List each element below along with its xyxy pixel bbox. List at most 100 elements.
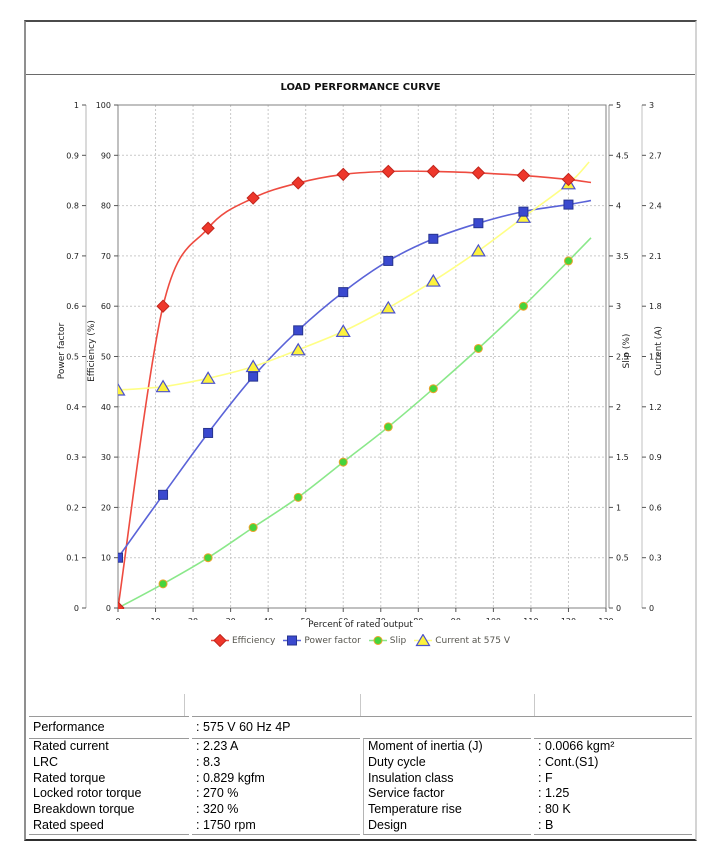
svg-text:100: 100 [96, 101, 111, 110]
svg-text:1.2: 1.2 [649, 403, 662, 412]
svg-text:30: 30 [101, 453, 111, 462]
svg-text:0: 0 [106, 604, 111, 613]
spec-value: : F [538, 770, 553, 785]
spec-value: : 8.3 [196, 754, 221, 769]
spec-value: : 2.23 A [192, 738, 360, 755]
table-row: Rated speed : 1750 rpm Design : B [29, 817, 692, 835]
svg-text:1: 1 [74, 101, 79, 110]
power-factor-axis-title: Power factor [57, 322, 67, 380]
svg-text:0.3: 0.3 [66, 453, 79, 462]
legend-label: Efficiency [231, 635, 276, 646]
svg-text:5: 5 [616, 101, 621, 110]
spec-label: Breakdown torque [33, 802, 135, 817]
slip-axis-title: Slip (%) [622, 333, 632, 369]
svg-text:0: 0 [649, 604, 654, 613]
spec-label: Rated speed [29, 818, 189, 835]
svg-text:3.5: 3.5 [616, 252, 629, 261]
svg-text:0.5: 0.5 [66, 353, 79, 362]
svg-text:50: 50 [101, 353, 111, 362]
svg-text:0.3: 0.3 [649, 554, 662, 563]
legend-item-power-factor: Power factor [283, 634, 361, 647]
legend-label: Power factor [304, 635, 361, 646]
spec-value: : 0.0066 kgm² [534, 738, 692, 755]
table-row: LRC : 8.3 Duty cycle : Cont.(S1) [29, 754, 692, 771]
svg-text:0.4: 0.4 [66, 403, 79, 412]
legend-item-efficiency: Efficiency [210, 634, 276, 647]
performance-row: Performance : 575 V 60 Hz 4P [29, 716, 692, 738]
chart-title: LOAD PERFORMANCE CURVE [280, 82, 441, 93]
svg-text:2.4: 2.4 [649, 202, 662, 211]
svg-text:3: 3 [649, 101, 654, 110]
legend-label: Current at 575 V [435, 635, 510, 646]
svg-text:0.7: 0.7 [66, 252, 79, 261]
chart-plot-area: 010203040506070809010011012013000.10.20.… [66, 101, 662, 626]
svg-text:0.9: 0.9 [649, 453, 662, 462]
spec-value: : 80 K [538, 802, 571, 817]
svg-text:10: 10 [101, 554, 111, 563]
spec-value: : B [534, 818, 692, 835]
table-column-hairline [360, 694, 361, 716]
svg-text:0.6: 0.6 [66, 302, 79, 311]
performance-value: : 575 V 60 Hz 4P [192, 716, 692, 738]
chart-legend: Efficiency Power factor Slip Current at … [26, 634, 695, 647]
spec-value: : 1750 rpm [192, 818, 360, 835]
chart-frame-top-rule [26, 74, 695, 75]
svg-text:2.5: 2.5 [616, 353, 629, 362]
svg-text:90: 90 [101, 151, 111, 160]
current-triangle-icon [414, 634, 433, 647]
table-row: Rated torque : 0.829 kgfm Insulation cla… [29, 770, 692, 787]
svg-text:60: 60 [101, 302, 111, 311]
svg-text:0: 0 [616, 604, 621, 613]
svg-text:2: 2 [616, 403, 621, 412]
load-performance-chart: 010203040506070809010011012013000.10.20.… [26, 22, 695, 626]
legend-label: Slip [389, 635, 407, 646]
spec-label: Rated torque [33, 770, 106, 785]
svg-text:4.5: 4.5 [616, 151, 629, 160]
spec-table: Performance : 575 V 60 Hz 4P Rated curre… [26, 716, 695, 835]
svg-text:2.1: 2.1 [649, 252, 662, 261]
spec-label: Insulation class [363, 770, 531, 787]
spec-label: Locked rotor torque [33, 786, 142, 801]
table-row: Rated current : 2.23 A Moment of inertia… [29, 738, 692, 755]
svg-text:1.5: 1.5 [649, 353, 662, 362]
svg-text:0.8: 0.8 [66, 202, 79, 211]
table-row: Breakdown torque : 320 % Temperature ris… [29, 802, 692, 818]
spec-label: Temperature rise [363, 802, 531, 818]
spec-label: Rated current [29, 738, 189, 755]
spec-value: : 0.829 kgfm [196, 770, 265, 785]
spec-label: Moment of inertia (J) [363, 738, 531, 755]
spec-value: : 320 % [196, 802, 239, 817]
x-axis-title: Percent of rated output [308, 620, 413, 630]
svg-text:70: 70 [101, 252, 111, 261]
svg-text:1.5: 1.5 [616, 453, 629, 462]
svg-text:0.5: 0.5 [616, 554, 629, 563]
spec-label: Duty cycle [363, 754, 531, 771]
efficiency-axis-title: Efficiency (%) [87, 320, 97, 382]
performance-label: Performance [29, 716, 189, 738]
svg-text:3: 3 [616, 302, 621, 311]
table-column-hairline [184, 694, 185, 716]
table-column-hairline [534, 694, 535, 716]
svg-text:0.1: 0.1 [66, 554, 79, 563]
report-panel: LOAD PERFORMANCE CURVE 01020304050607080… [24, 20, 697, 841]
svg-text:0.6: 0.6 [649, 503, 662, 512]
spec-value: : 270 % [196, 786, 239, 801]
power-factor-square-icon [283, 635, 302, 646]
spec-label: Design [363, 817, 531, 835]
svg-text:20: 20 [101, 503, 111, 512]
spec-value: : Cont.(S1) [538, 754, 599, 769]
svg-text:1.8: 1.8 [649, 302, 662, 311]
svg-text:1: 1 [616, 503, 621, 512]
legend-item-slip: Slip [368, 634, 407, 647]
efficiency-diamond-icon [210, 634, 229, 647]
spec-label: LRC [33, 754, 59, 769]
svg-text:0.2: 0.2 [66, 503, 79, 512]
table-row: Locked rotor torque : 270 % Service fact… [29, 786, 692, 803]
spec-label: Service factor [363, 786, 531, 803]
svg-text:40: 40 [101, 403, 111, 412]
svg-text:2.7: 2.7 [649, 151, 662, 160]
slip-circle-icon [368, 636, 387, 645]
svg-text:0.9: 0.9 [66, 151, 79, 160]
svg-text:4: 4 [616, 202, 621, 211]
legend-item-current: Current at 575 V [414, 634, 510, 647]
